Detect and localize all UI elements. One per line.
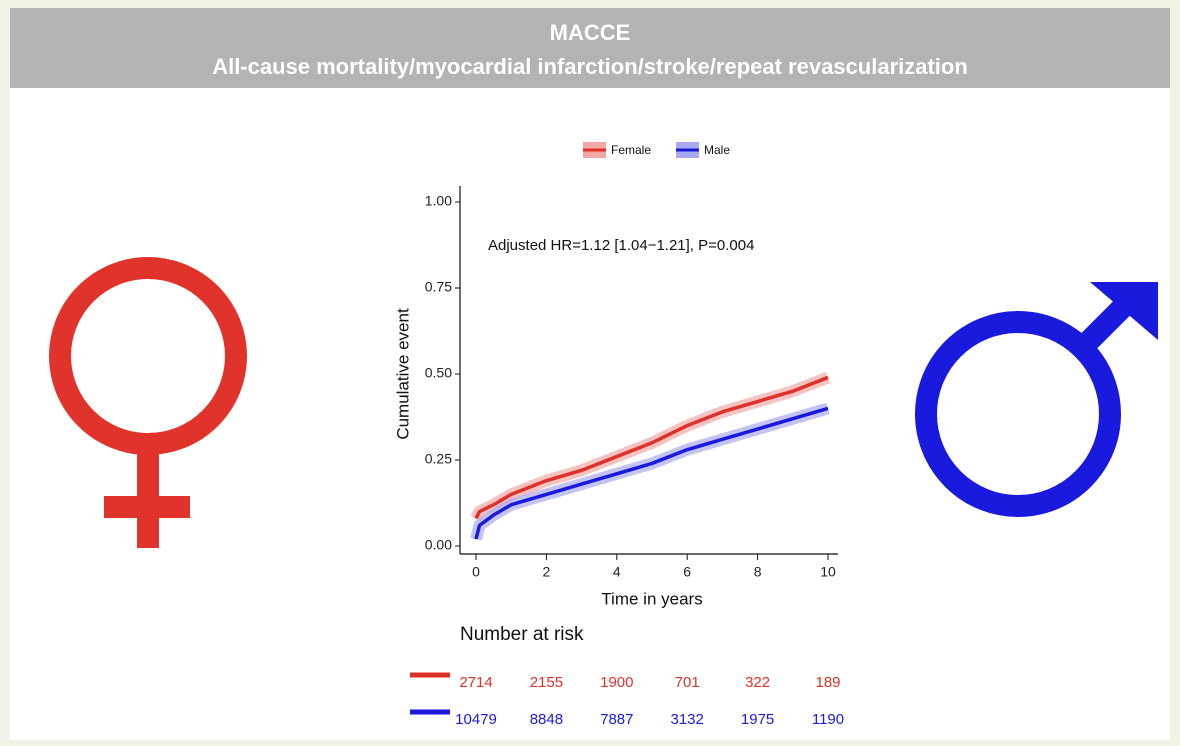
x-tick-label: 8	[754, 564, 762, 580]
risk-value: 2714	[459, 674, 492, 691]
risk-value: 701	[675, 674, 700, 691]
subtitle: All-cause mortality/myocardial infarctio…	[212, 54, 968, 79]
risk-title: Number at risk	[460, 624, 584, 645]
title: MACCE	[550, 20, 631, 45]
y-tick-label: 0.50	[425, 365, 452, 381]
x-tick-label: 2	[543, 564, 551, 580]
x-tick-label: 10	[820, 564, 836, 580]
risk-value: 1190	[812, 711, 844, 728]
legend-label: Male	[704, 143, 730, 157]
x-tick-label: 6	[683, 564, 691, 580]
risk-value: 189	[815, 674, 840, 691]
risk-value: 3132	[671, 711, 704, 728]
annotation: Adjusted HR=1.12 [1.04−1.21], P=0.004	[488, 237, 754, 254]
risk-value: 10479	[455, 711, 497, 728]
male-symbol	[915, 282, 1158, 517]
x-axis-label: Time in years	[601, 589, 702, 608]
risk-value: 322	[745, 674, 770, 691]
risk-value: 7887	[600, 711, 633, 728]
header	[10, 8, 1170, 88]
risk-value: 1975	[741, 711, 774, 728]
panel	[10, 8, 1170, 740]
y-tick-label: 0.75	[425, 279, 452, 295]
series-line	[474, 406, 829, 540]
x-tick-label: 4	[613, 564, 621, 580]
series-line	[474, 375, 829, 520]
risk-value: 2155	[530, 674, 563, 691]
risk-value: 1900	[600, 674, 633, 691]
legend-label: Female	[611, 143, 651, 157]
y-tick-label: 1.00	[425, 193, 452, 209]
y-axis-label: Cumulative event	[393, 308, 412, 440]
female-symbol	[49, 257, 247, 548]
risk-value: 8848	[530, 711, 563, 728]
x-tick-label: 0	[472, 564, 480, 580]
y-tick-label: 0.25	[425, 451, 452, 467]
y-tick-label: 0.00	[425, 537, 452, 553]
